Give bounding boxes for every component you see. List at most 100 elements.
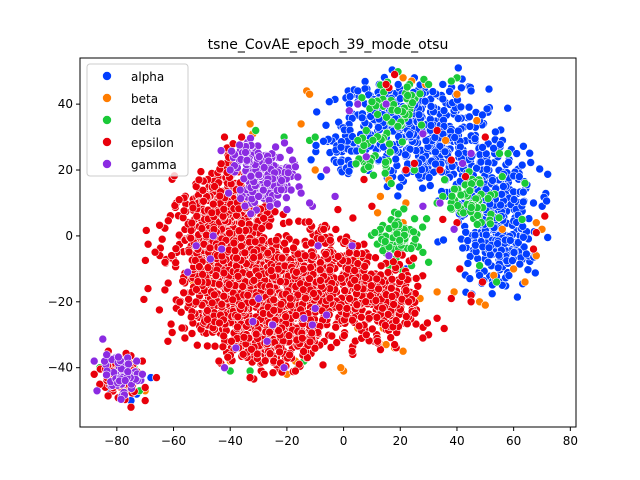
x-tick-label: −40 — [218, 434, 243, 448]
scatter-point — [399, 204, 409, 214]
scatter-point — [397, 272, 407, 281]
scatter-point — [348, 213, 358, 223]
scatter-point — [425, 181, 435, 190]
scatter-point — [254, 170, 264, 180]
scatter-point — [275, 153, 285, 162]
scatter-point — [453, 126, 463, 136]
scatter-point — [478, 110, 487, 120]
scatter-point — [364, 313, 374, 323]
scatter-point — [102, 350, 111, 360]
scatter-point — [291, 162, 300, 171]
scatter-point — [485, 219, 495, 229]
scatter-point — [514, 172, 524, 181]
scatter-point — [336, 363, 346, 373]
scatter-point — [92, 386, 102, 396]
scatter-point — [283, 168, 293, 178]
scatter-point — [333, 205, 343, 214]
scatter-point — [191, 297, 201, 307]
scatter-point — [309, 289, 318, 298]
scatter-point — [526, 158, 536, 167]
scatter-point — [325, 265, 335, 275]
scatter-point — [496, 200, 505, 210]
scatter-point — [123, 367, 133, 377]
scatter-point — [456, 190, 466, 200]
scatter-point — [171, 258, 180, 268]
scatter-point — [520, 277, 530, 287]
scatter-point — [132, 356, 141, 366]
scatter-point — [116, 394, 126, 404]
scatter-point — [305, 337, 315, 347]
scatter-point — [495, 140, 505, 149]
scatter-point — [484, 84, 494, 94]
scatter-point — [262, 179, 272, 188]
scatter-point — [184, 247, 194, 257]
scatter-point — [476, 157, 486, 167]
scatter-point — [402, 319, 412, 329]
y-tick-label: 20 — [58, 163, 73, 177]
scatter-point — [361, 273, 370, 282]
scatter-point — [292, 267, 301, 277]
scatter-point — [259, 369, 269, 379]
series-delta — [95, 67, 530, 396]
scatter-point — [192, 211, 202, 221]
scatter-point — [331, 322, 341, 332]
scatter-point — [461, 172, 470, 181]
scatter-point — [311, 141, 321, 150]
scatter-point — [384, 251, 394, 260]
scatter-point — [216, 146, 226, 155]
scatter-point — [466, 149, 476, 158]
scatter-point — [245, 119, 255, 129]
scatter-point — [423, 318, 432, 328]
scatter-point — [237, 301, 246, 310]
scatter-point — [316, 258, 325, 267]
scatter-point — [310, 132, 320, 142]
scatter-point — [276, 277, 285, 286]
scatter-point — [345, 294, 354, 303]
scatter-point — [453, 201, 463, 210]
scatter-point — [336, 273, 346, 283]
scatter-point — [519, 233, 528, 242]
scatter-point — [478, 143, 487, 152]
scatter-point — [458, 159, 467, 168]
scatter-point — [142, 226, 151, 235]
scatter-point — [458, 243, 468, 253]
scatter-point — [499, 182, 508, 191]
scatter-point — [380, 237, 390, 246]
scatter-point — [186, 312, 196, 322]
scatter-point — [262, 336, 272, 346]
scatter-point — [450, 133, 460, 142]
scatter-point — [277, 253, 287, 263]
scatter-point — [447, 191, 457, 201]
scatter-point — [310, 304, 320, 313]
x-tick-label: −20 — [274, 434, 299, 448]
scatter-point — [441, 136, 450, 145]
scatter-point — [503, 149, 513, 158]
scatter-point — [367, 97, 377, 107]
scatter-point — [280, 138, 289, 148]
scatter-point — [353, 86, 363, 96]
scatter-point — [518, 187, 528, 197]
scatter-point — [398, 346, 408, 356]
scatter-point — [260, 356, 270, 366]
scatter-point — [410, 308, 420, 318]
x-tick-label: −60 — [161, 434, 186, 448]
scatter-point — [452, 89, 462, 99]
scatter-point — [235, 140, 244, 150]
scatter-point — [378, 303, 387, 313]
scatter-point — [175, 297, 185, 307]
scatter-point — [193, 340, 202, 350]
scatter-point — [342, 304, 352, 313]
scatter-point — [480, 132, 490, 142]
scatter-point — [218, 342, 228, 352]
scatter-point — [240, 201, 250, 211]
scatter-point — [120, 376, 130, 385]
scatter-point — [224, 280, 234, 289]
scatter-point — [220, 132, 229, 142]
scatter-point — [487, 289, 497, 299]
scatter-point — [321, 121, 331, 130]
scatter-point — [265, 327, 274, 337]
scatter-point — [325, 235, 335, 245]
scatter-point — [381, 80, 391, 89]
series-alpha — [106, 63, 553, 405]
